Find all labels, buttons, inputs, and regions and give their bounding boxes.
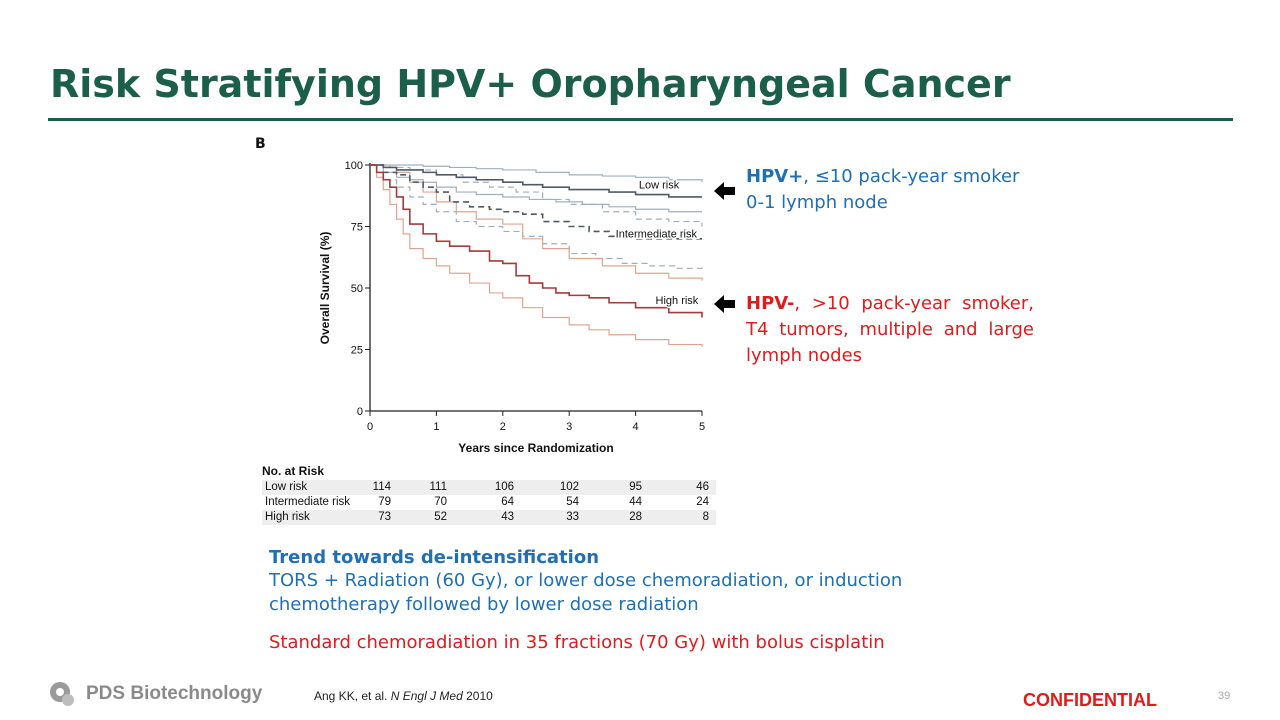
risk-row-label: Intermediate risk [265,496,351,508]
hpv-positive-label: HPV+ [746,166,804,187]
x-tick-label: 5 [699,421,705,433]
risk-count: 28 [629,511,642,523]
hpv-negative-criteria: , >10 pack-year smoker, T4 tumors, multi… [746,293,1034,366]
deintensification-heading: Trend towards de-intensification [269,547,600,568]
x-tick-label: 1 [433,421,439,433]
curve-label: Intermediate risk [616,229,698,241]
risk-table-row: High risk 73 52 43 33 28 8 [262,510,716,525]
risk-count: 95 [629,481,642,493]
y-tick-label: 75 [351,222,363,234]
risk-count: 33 [566,511,579,523]
survival-curve-low-risk-ci-upper [370,164,703,183]
hpv-positive-criteria: , ≤10 pack-year smoker [803,166,1020,187]
survival-curve-high-risk [370,164,703,318]
number-at-risk-title: No. at Risk [262,464,325,478]
curve-label: High risk [656,295,699,307]
survival-curve-low-risk [370,164,702,198]
survival-curve-intermediate-risk-ci-upper [370,164,703,227]
pds-logo-icon [50,682,74,706]
survival-curve-high-risk-ci-lower [370,164,703,348]
number-at-risk-table: No. at Risk Low risk 114 111 106 102 95 46 Inte… [262,464,716,525]
title-underline [48,118,1233,121]
survival-curve-high-risk-ci-upper [370,164,703,281]
page-number: 39 [1218,690,1231,702]
hpv-negative-label: HPV- [746,293,795,314]
company-name: PDS Biotechnology [86,683,263,704]
risk-count: 46 [696,481,709,493]
standard-treatment-text: Standard chemoradiation in 35 fractions … [269,632,885,653]
hpv-positive-annotation: HPV+, ≤10 pack-year smoker 0-1 lymph nod… [746,164,1034,216]
x-tick-label: 3 [566,421,572,433]
chart-series [370,164,703,348]
survival-curve-low-risk-ci-lower [370,164,702,213]
risk-count: 114 [372,481,391,493]
left-arrow-icon [714,295,735,313]
risk-count: 24 [696,496,709,508]
chart-axes: 0 25 50 75 100 0 1 2 3 4 5 Years since Randomizatio… [318,160,705,455]
risk-count: 79 [378,496,391,508]
risk-count: 73 [378,511,391,523]
y-tick-label: 25 [351,345,363,357]
risk-count: 70 [434,496,447,508]
risk-count: 111 [429,481,447,493]
risk-table-row: Intermediate risk 79 70 64 54 44 24 [262,495,716,510]
survival-curve-intermediate-risk-ci-lower [370,164,703,274]
left-arrow-icon [714,182,735,200]
citation: Ang KK, et al. N Engl J Med 2010 [314,689,493,703]
citation-year: 2010 [466,689,493,703]
confidential-label: CONFIDENTIAL [1023,690,1157,710]
citation-journal: N Engl J Med [390,689,463,703]
curve-label: Low risk [639,179,680,191]
deintensification-options: TORS + Radiation (60 Gy), or lower dose … [269,570,903,615]
figure-panel-letter: B [255,136,266,152]
survival-curve-intermediate-risk [370,164,702,240]
risk-count: 8 [702,511,709,523]
risk-row-label: Low risk [265,481,308,493]
x-tick-label: 0 [367,421,373,433]
risk-count: 52 [434,511,447,523]
y-tick-label: 0 [357,406,363,418]
citation-authors: Ang KK, et al. [314,689,388,703]
risk-count: 54 [566,496,579,508]
risk-row-label: High risk [265,511,310,523]
risk-count: 102 [559,481,579,493]
company-logo: PDS Biotechnology [48,680,262,708]
risk-count: 44 [629,496,642,508]
x-axis-label: Years since Randomization [458,441,613,455]
chart-curve-labels: Low risk Intermediate risk High risk [614,178,700,309]
x-tick-label: 4 [633,421,639,433]
hpv-positive-nodes: 0-1 lymph node [746,192,888,213]
slide-title: Risk Stratifying HPV+ Oropharyngeal Canc… [50,62,1011,106]
y-tick-label: 50 [351,283,363,295]
risk-count: 64 [501,496,514,508]
risk-count: 43 [501,511,514,523]
x-tick-label: 2 [500,421,506,433]
y-axis-label: Overall Survival (%) [318,232,332,345]
risk-count: 106 [494,481,514,493]
y-tick-label: 100 [345,160,363,172]
hpv-negative-annotation: HPV-, >10 pack-year smoker, T4 tumors, m… [746,291,1034,369]
risk-table-row: Low risk 114 111 106 102 95 46 [262,480,716,495]
